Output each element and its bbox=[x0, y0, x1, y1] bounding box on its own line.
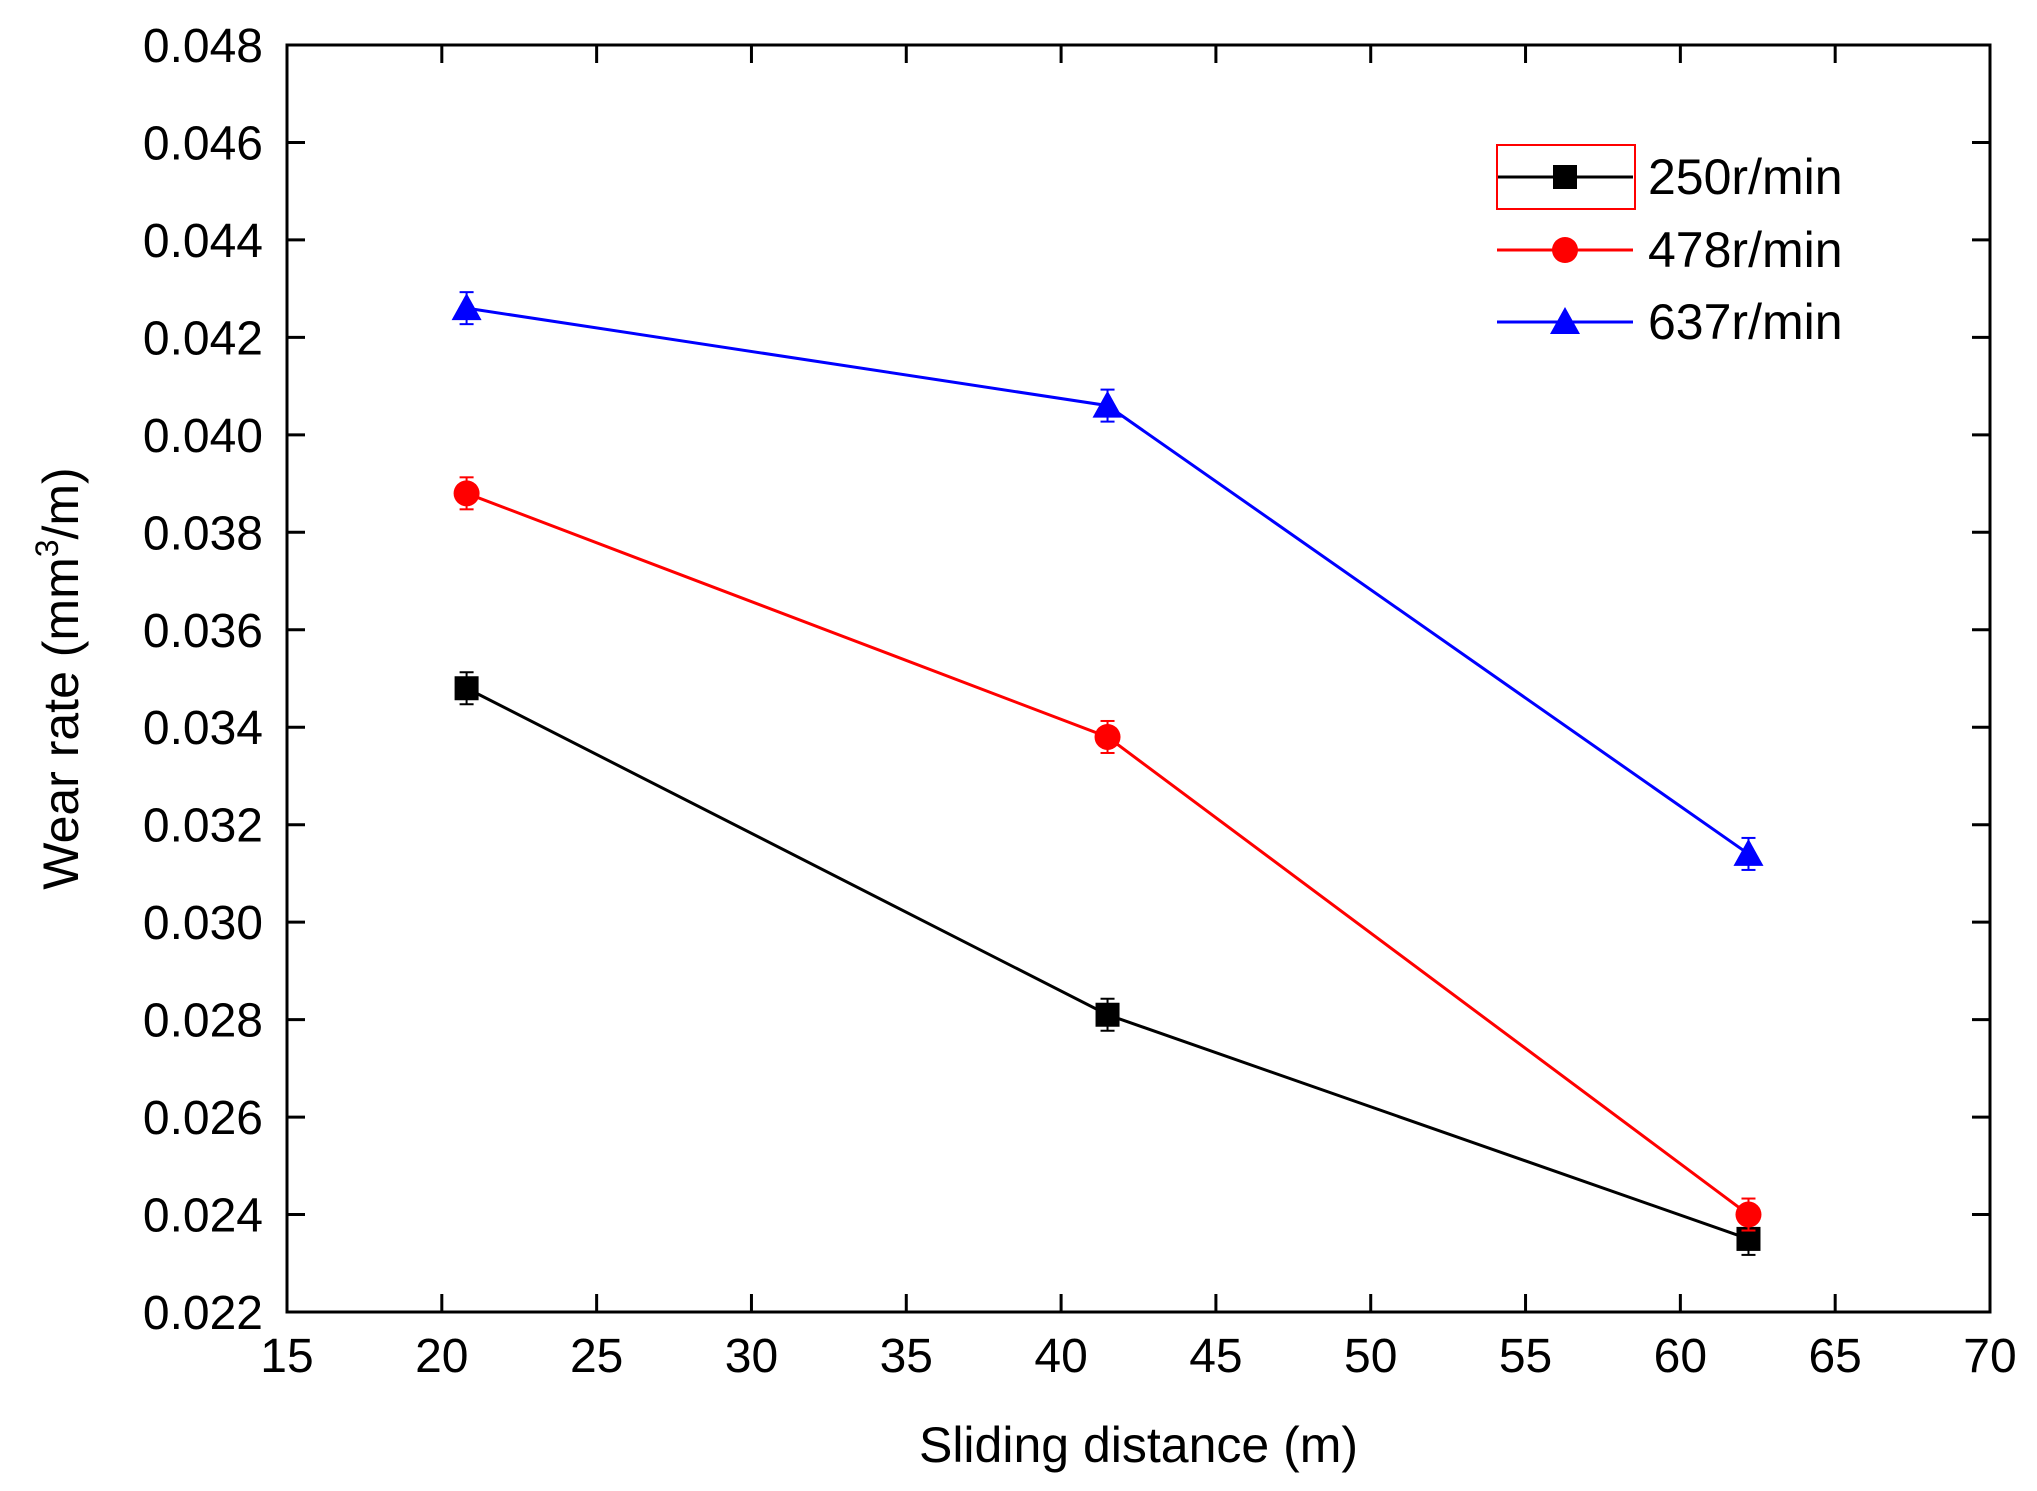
x-tick-label: 65 bbox=[1808, 1330, 1861, 1383]
legend-marker-637r/min bbox=[1550, 307, 1580, 334]
x-tick-label: 70 bbox=[1963, 1330, 2016, 1383]
x-tick-label: 45 bbox=[1189, 1330, 1242, 1383]
data-point-478r/min bbox=[453, 480, 480, 507]
legend-label: 250r/min bbox=[1648, 149, 1843, 205]
data-point-478r/min bbox=[1094, 723, 1121, 750]
x-tick-label: 20 bbox=[415, 1330, 468, 1383]
y-tick-label: 0.032 bbox=[143, 800, 263, 853]
legend-marker-478r/min bbox=[1552, 237, 1578, 263]
y-tick-label: 0.038 bbox=[143, 507, 263, 560]
legend-selection-box bbox=[1496, 144, 1636, 210]
y-tick-label: 0.024 bbox=[143, 1190, 263, 1243]
y-tick-label: 0.028 bbox=[143, 995, 263, 1048]
data-point-250r/min bbox=[454, 676, 479, 701]
y-axis-title: Wear rate (mm3/m) bbox=[29, 467, 89, 889]
legend-label: 637r/min bbox=[1648, 294, 1843, 350]
y-axis-title-end: /m) bbox=[33, 467, 89, 539]
x-tick-label: 50 bbox=[1344, 1330, 1397, 1383]
data-point-478r/min bbox=[1735, 1201, 1762, 1228]
x-tick-label: 60 bbox=[1654, 1330, 1707, 1383]
legend-marker-250r/min bbox=[1553, 165, 1577, 189]
x-tick-label: 15 bbox=[260, 1330, 313, 1383]
x-tick-label: 55 bbox=[1499, 1330, 1552, 1383]
data-point-637r/min bbox=[1092, 390, 1123, 418]
y-tick-label: 0.034 bbox=[143, 702, 263, 755]
plot-frame bbox=[285, 43, 1992, 1314]
y-tick-label: 0.044 bbox=[143, 215, 263, 268]
x-axis-title: Sliding distance (m) bbox=[919, 1417, 1358, 1473]
y-tick-label: 0.026 bbox=[143, 1092, 263, 1145]
y-tick-label: 0.022 bbox=[143, 1287, 263, 1340]
y-tick-label: 0.030 bbox=[143, 897, 263, 950]
y-axis-title-main: Wear rate (mm bbox=[33, 557, 89, 889]
x-tick-label: 25 bbox=[570, 1330, 623, 1383]
data-point-637r/min bbox=[1733, 838, 1764, 866]
y-tick-label: 0.046 bbox=[143, 117, 263, 170]
x-tick-label: 35 bbox=[880, 1330, 933, 1383]
y-tick-label: 0.036 bbox=[143, 605, 263, 658]
x-tick-label: 40 bbox=[1034, 1330, 1087, 1383]
y-tick-label: 0.042 bbox=[143, 312, 263, 365]
legend-label: 478r/min bbox=[1648, 222, 1843, 278]
data-point-637r/min bbox=[451, 293, 482, 321]
y-axis-title-superscript: 3 bbox=[29, 539, 65, 557]
data-point-250r/min bbox=[1095, 1002, 1120, 1027]
y-tick-label: 0.040 bbox=[143, 410, 263, 463]
y-tick-label: 0.048 bbox=[143, 20, 263, 73]
x-tick-label: 30 bbox=[725, 1330, 778, 1383]
